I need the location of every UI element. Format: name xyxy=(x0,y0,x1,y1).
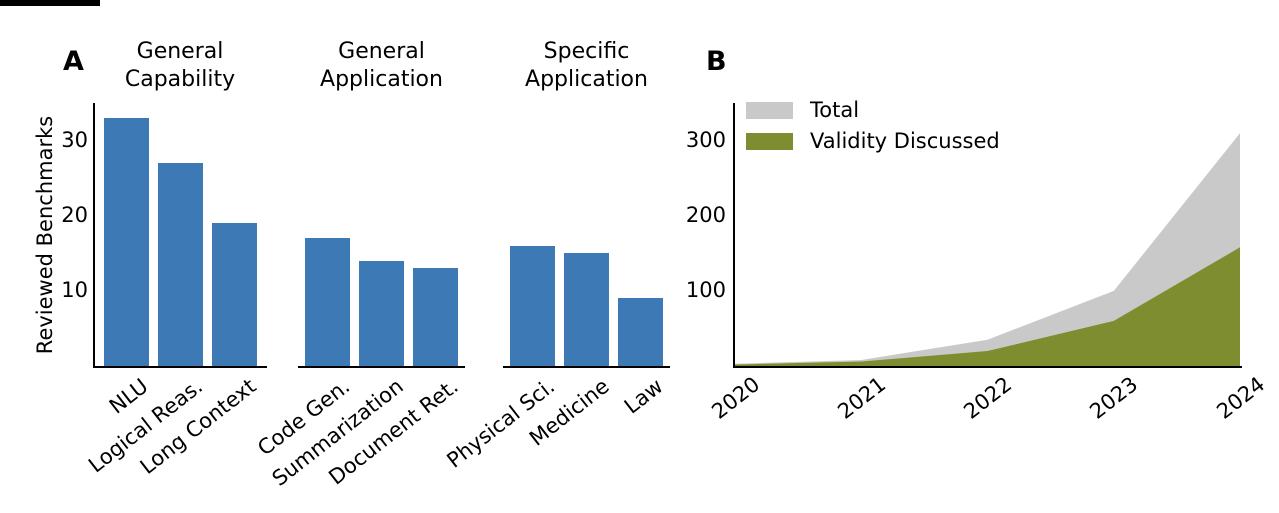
facet-x-axis-spine xyxy=(93,366,267,368)
area-total xyxy=(735,133,1240,366)
area-validity-discussed xyxy=(735,247,1240,366)
bar-summarization xyxy=(359,260,404,366)
facet-bars xyxy=(300,103,463,366)
panel-b-y-tick-label: 100 xyxy=(685,277,726,302)
facet-title: General Capability xyxy=(124,39,236,92)
facet-x-axis-spine xyxy=(503,366,670,368)
legend-label-total: Total xyxy=(810,98,860,122)
panel-b-letter: B xyxy=(706,46,727,77)
bar-nlu xyxy=(103,118,149,366)
facet-title: General Application xyxy=(320,39,443,92)
panel-b-y-tick-label: 200 xyxy=(685,202,726,227)
bar-medicine xyxy=(564,253,609,366)
x-tick-label: 2021 xyxy=(833,372,891,424)
x-tick-label: 2023 xyxy=(1085,372,1143,424)
panel-a-letter: A xyxy=(63,46,84,77)
facet-title: Specific Application xyxy=(525,39,648,92)
panel-a-y-axis-label: Reviewed Benchmarks xyxy=(33,115,57,355)
x-tick-label: 2022 xyxy=(959,372,1017,424)
facet-bars xyxy=(95,103,265,366)
bar-logical-reas xyxy=(157,163,203,366)
panel-a-y-tick-label: 30 xyxy=(61,127,88,152)
panel-a-y-tick-label: 20 xyxy=(61,202,88,227)
legend-item-validity-discussed: Validity Discussed xyxy=(746,131,1000,152)
panel-b-y-axis-spine xyxy=(733,103,735,368)
x-tick-label: 2020 xyxy=(706,372,764,424)
legend-swatch-total xyxy=(746,102,793,119)
panel-b-area-chart xyxy=(735,133,1240,366)
panel-a-y-axis-spine xyxy=(93,103,95,368)
facet-x-axis-spine xyxy=(298,366,465,368)
panel-b-x-axis-spine xyxy=(733,366,1242,368)
panel-a-y-tick-label: 10 xyxy=(61,277,88,302)
facet-bars xyxy=(505,103,668,366)
bar-code-gen xyxy=(305,238,350,366)
bar-physical-sci xyxy=(510,245,555,366)
x-tick-label: Law xyxy=(619,374,668,419)
bar-document-ret xyxy=(413,268,458,366)
legend-item-total: Total xyxy=(746,100,1000,121)
x-tick-label: 2024 xyxy=(1211,372,1269,424)
panel-b-y-tick-label: 300 xyxy=(685,127,726,152)
bar-law xyxy=(618,298,663,366)
panel-b-legend: Total Validity Discussed xyxy=(746,100,1000,152)
screenshot-artifact-strip xyxy=(0,0,100,6)
legend-swatch-validity-discussed xyxy=(746,133,793,150)
legend-label-validity-discussed: Validity Discussed xyxy=(810,129,1000,153)
bar-long-context xyxy=(211,223,257,366)
